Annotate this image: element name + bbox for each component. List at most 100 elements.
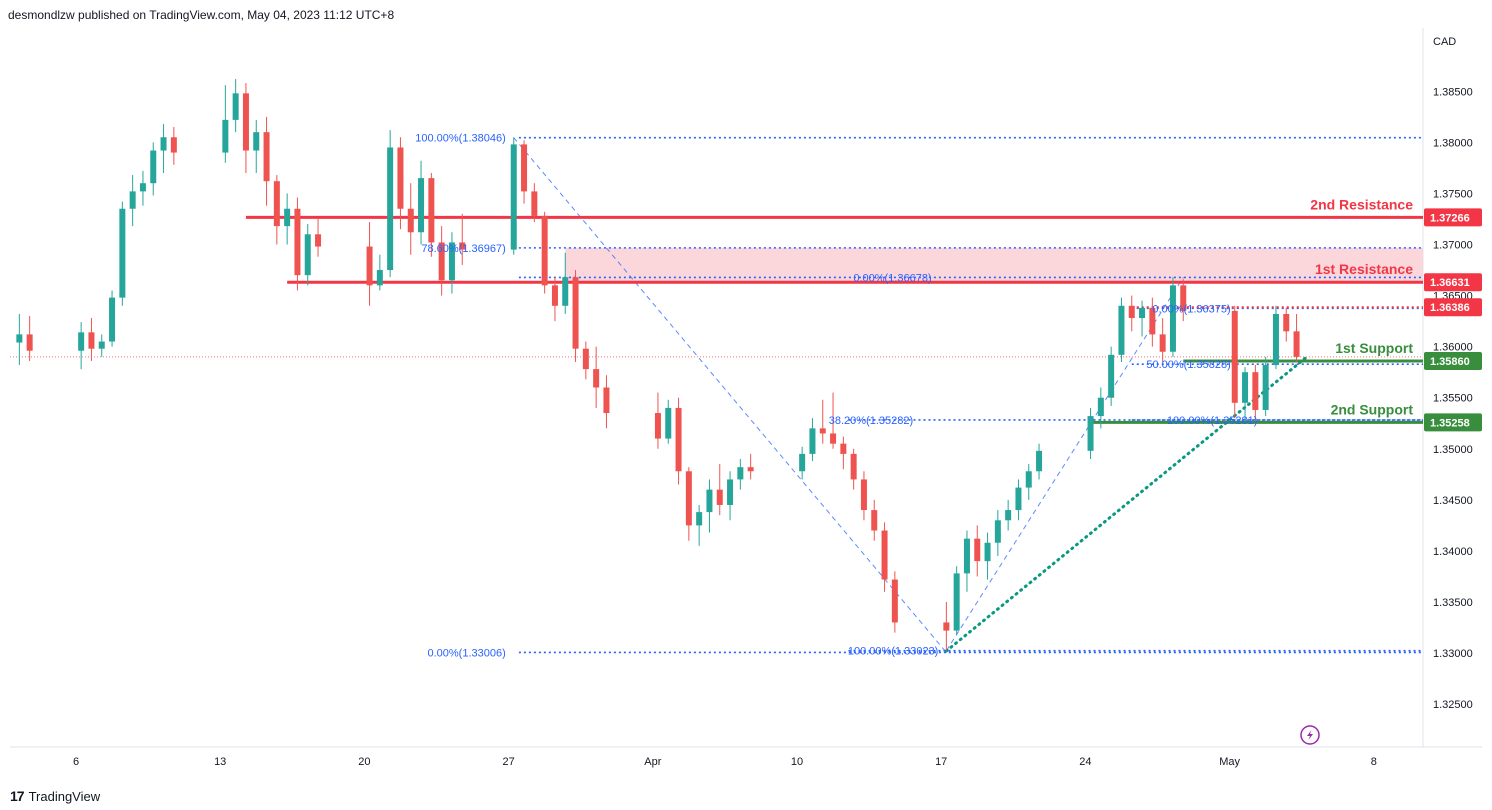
time-tick-label: 27 xyxy=(502,756,514,768)
candle-body xyxy=(809,428,816,454)
candle-body xyxy=(582,348,589,370)
candle-body xyxy=(685,471,692,526)
time-tick-label: 13 xyxy=(214,756,226,768)
candle-body xyxy=(448,242,455,281)
candle-body xyxy=(459,242,466,250)
candle-body xyxy=(819,428,826,434)
candle-body xyxy=(850,453,857,480)
candle-body xyxy=(366,246,373,286)
level-price-text: 1.36631 xyxy=(1430,277,1470,289)
level-price-tag xyxy=(1424,273,1482,292)
candle-body xyxy=(109,297,116,342)
tradingview-brand-text: TradingView xyxy=(28,788,101,804)
header-bar: desmondlzw published on TradingView.com,… xyxy=(0,0,1492,28)
level-price-text: 1.36386 xyxy=(1430,302,1470,314)
price-tick-label: 1.33500 xyxy=(1433,597,1473,609)
candle-body xyxy=(1139,307,1146,319)
candle-body xyxy=(232,93,239,120)
candle-body xyxy=(551,285,558,306)
candle-body xyxy=(1097,397,1104,417)
candle-body xyxy=(799,453,806,472)
lightning-icon xyxy=(1307,730,1313,740)
candle-body xyxy=(716,489,723,505)
candle-body xyxy=(1169,285,1176,352)
price-tick-label: 1.37000 xyxy=(1433,240,1473,252)
candle-body xyxy=(1128,305,1135,319)
fib-level-label: 0.00%(1.36678) xyxy=(853,272,931,284)
candle-body xyxy=(1283,313,1290,332)
candle-body xyxy=(1231,310,1238,403)
candle-body xyxy=(860,479,867,511)
candle-body xyxy=(737,467,744,480)
candle-body xyxy=(294,208,301,276)
fib-level-label: 0.00%(1.33006) xyxy=(427,647,505,659)
tradingview-logo[interactable]: 17 TradingView xyxy=(10,788,100,804)
candle-body xyxy=(428,178,435,243)
candle-body xyxy=(160,137,167,151)
fib-level-label: 38.20%(1.35282) xyxy=(829,415,913,427)
candle-body xyxy=(1015,487,1022,511)
candle-body xyxy=(253,132,260,151)
candle-body xyxy=(696,512,703,526)
price-tick-label: 1.32500 xyxy=(1433,699,1473,711)
level-price-tag xyxy=(1424,413,1482,432)
candle-body xyxy=(376,270,383,286)
level-price-text: 1.37266 xyxy=(1430,212,1470,224)
fib-level-label: 0.00%(1.36375) xyxy=(1152,303,1230,315)
candle-body xyxy=(263,132,270,182)
replay-icon[interactable] xyxy=(1300,725,1320,745)
time-tick-label: May xyxy=(1219,756,1240,768)
candle-body xyxy=(1159,334,1166,352)
candle-body xyxy=(1036,450,1043,472)
candle-body xyxy=(1262,365,1269,410)
time-tick-label: 6 xyxy=(73,756,79,768)
candle-body xyxy=(1252,372,1259,410)
candle-body xyxy=(953,573,960,631)
candle-body xyxy=(675,407,682,472)
candle-body xyxy=(1272,313,1279,366)
candle-body xyxy=(603,387,610,414)
fib-trend-line xyxy=(513,137,947,653)
level-name-label: 2nd Resistance xyxy=(1310,196,1413,212)
candle-body xyxy=(510,144,517,250)
candle-body xyxy=(304,234,311,276)
candle-body xyxy=(562,277,569,306)
candle-body xyxy=(98,341,105,349)
fib-level-label: 100.00%(1.33023) xyxy=(848,646,939,658)
candle-body xyxy=(1087,416,1094,451)
price-tick-label: 1.34000 xyxy=(1433,546,1473,558)
candle-body xyxy=(747,467,754,472)
candle-body xyxy=(665,407,672,439)
candle-body xyxy=(129,191,136,209)
candle-body xyxy=(284,208,291,227)
candle-body xyxy=(119,208,126,298)
level-price-tag xyxy=(1424,351,1482,370)
candle-body xyxy=(150,150,157,184)
level-price-text: 1.35258 xyxy=(1430,417,1470,429)
candle-body xyxy=(984,542,991,562)
candle-body xyxy=(531,191,538,216)
time-tick-label: 24 xyxy=(1079,756,1091,768)
candle-body xyxy=(407,208,414,233)
candle-body xyxy=(706,489,713,513)
price-tick-label: 1.37500 xyxy=(1433,188,1473,200)
level-price-text: 1.35860 xyxy=(1430,356,1470,368)
level-name-label: 2nd Support xyxy=(1331,401,1414,417)
candle-body xyxy=(1180,285,1187,311)
price-tick-label: 1.33000 xyxy=(1433,648,1473,660)
candle-body xyxy=(1149,307,1156,335)
candle-body xyxy=(830,433,837,444)
candle-body xyxy=(1293,331,1300,357)
currency-label: CAD xyxy=(1433,36,1456,48)
candle-body xyxy=(963,538,970,574)
time-tick-label: 10 xyxy=(791,756,803,768)
fib-level-label: 78.60%(1.36967) xyxy=(421,243,505,255)
time-tick-label: 17 xyxy=(935,756,947,768)
candle-body xyxy=(387,147,394,271)
candle-body xyxy=(943,622,950,631)
candle-body xyxy=(273,181,280,227)
candle-body xyxy=(572,277,579,349)
candle-body xyxy=(438,242,445,281)
price-tick-label: 1.38500 xyxy=(1433,86,1473,98)
